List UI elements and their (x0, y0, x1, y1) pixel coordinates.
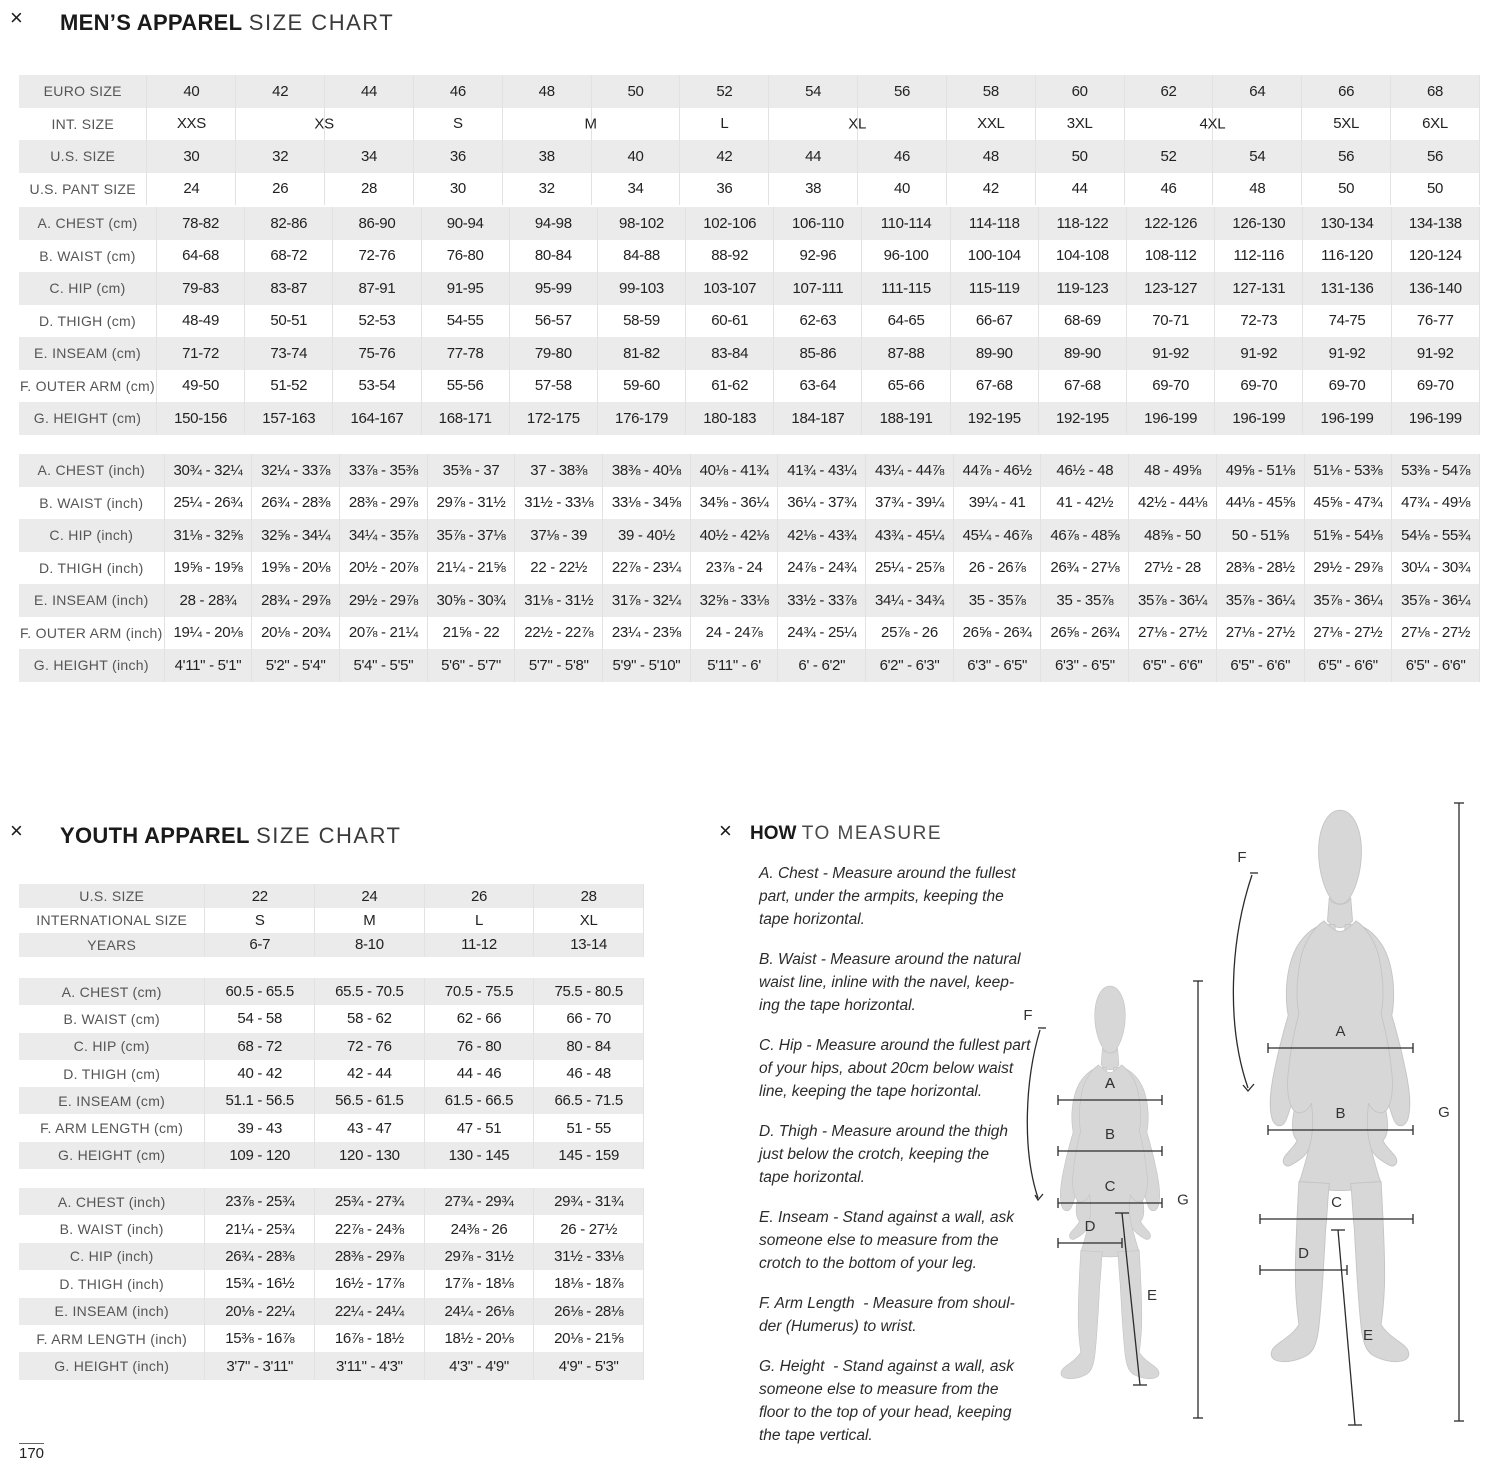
svg-text:C: C (1331, 1194, 1342, 1211)
svg-text:A: A (1335, 1023, 1345, 1040)
svg-text:E: E (1147, 1287, 1157, 1304)
svg-text:G: G (1177, 1192, 1189, 1209)
svg-text:F: F (1237, 849, 1246, 866)
svg-text:A: A (1105, 1075, 1115, 1092)
svg-text:D: D (1085, 1218, 1096, 1235)
svg-text:B: B (1105, 1126, 1115, 1143)
svg-text:C: C (1105, 1178, 1116, 1195)
svg-text:B: B (1335, 1105, 1345, 1122)
svg-text:F: F (1023, 1007, 1032, 1024)
svg-text:E: E (1363, 1327, 1373, 1344)
svg-text:D: D (1298, 1245, 1309, 1262)
svg-text:G: G (1438, 1104, 1450, 1121)
